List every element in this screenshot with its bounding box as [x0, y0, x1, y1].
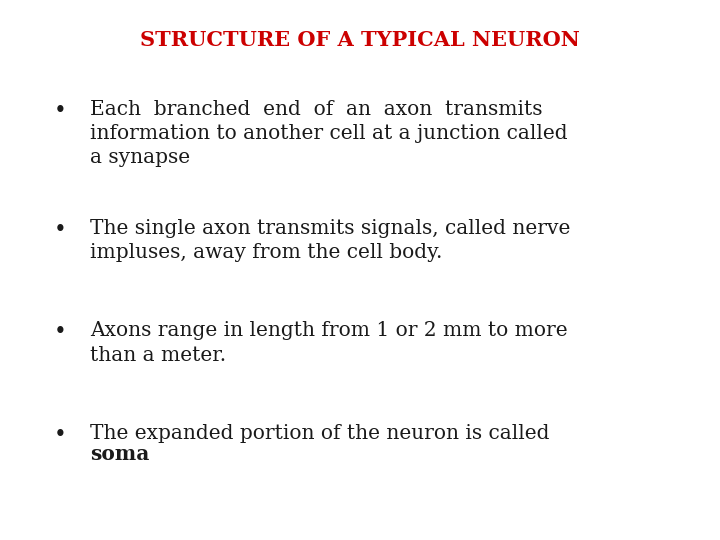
- Text: •: •: [54, 424, 67, 446]
- Text: STRUCTURE OF A TYPICAL NEURON: STRUCTURE OF A TYPICAL NEURON: [140, 30, 580, 50]
- Text: •: •: [54, 321, 67, 343]
- Text: soma: soma: [90, 444, 149, 464]
- Text: •: •: [54, 100, 67, 122]
- Text: Axons range in length from 1 or 2 mm to more
than a meter.: Axons range in length from 1 or 2 mm to …: [90, 321, 567, 365]
- Text: •: •: [54, 219, 67, 241]
- Text: The single axon transmits signals, called nerve
impluses, away from the cell bod: The single axon transmits signals, calle…: [90, 219, 570, 262]
- Text: The expanded portion of the neuron is called: The expanded portion of the neuron is ca…: [90, 424, 549, 443]
- Text: Each  branched  end  of  an  axon  transmits
information to another cell at a ju: Each branched end of an axon transmits i…: [90, 100, 567, 167]
